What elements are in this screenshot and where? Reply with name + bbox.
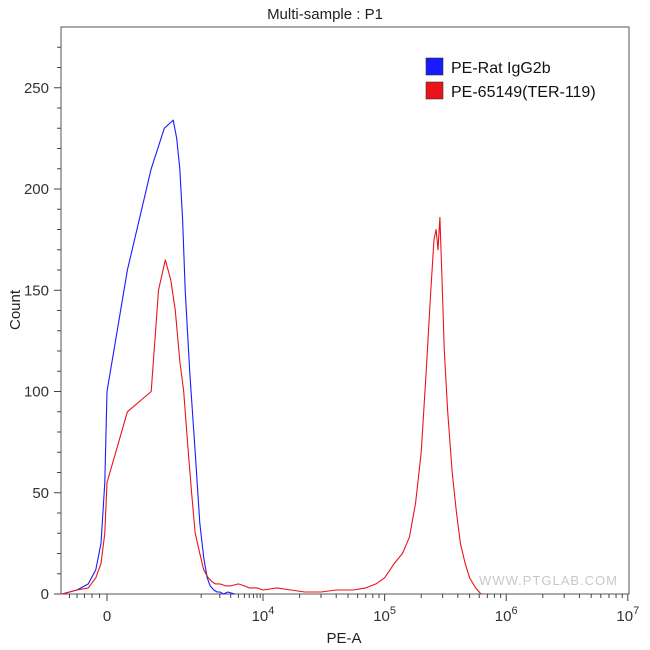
legend-swatch-isotype bbox=[425, 57, 444, 76]
x-axis: 0 104 105 106 107 bbox=[69, 594, 639, 625]
legend-label-isotype: PE-Rat IgG2b bbox=[451, 60, 551, 77]
x-axis-label: PE-A bbox=[326, 630, 361, 647]
y-tick-label: 50 bbox=[32, 485, 49, 502]
series-layer bbox=[61, 119, 482, 595]
series-line-ter119 bbox=[61, 216, 482, 595]
y-tick-label: 250 bbox=[24, 80, 49, 97]
y-tick-label: 150 bbox=[24, 282, 49, 299]
legend: PE-Rat IgG2b PE-65149(TER-119) bbox=[425, 57, 596, 101]
plot-frame bbox=[60, 26, 630, 595]
x-tick-label: 105 bbox=[373, 605, 396, 625]
legend-item-isotype: PE-Rat IgG2b bbox=[425, 57, 551, 77]
x-tick-label: 106 bbox=[495, 605, 518, 625]
legend-label-ter119: PE-65149(TER-119) bbox=[451, 84, 596, 101]
y-tick-label: 200 bbox=[24, 181, 49, 198]
watermark-text: WWW.PTGLAB.COM bbox=[479, 573, 618, 588]
chart-title: Multi-sample : P1 bbox=[267, 6, 383, 23]
x-tick-label: 0 bbox=[103, 608, 111, 625]
y-tick-label: 0 bbox=[41, 586, 49, 603]
y-tick-label: 100 bbox=[24, 384, 49, 401]
x-tick-label: 104 bbox=[252, 605, 275, 625]
legend-swatch-ter119 bbox=[425, 81, 444, 100]
legend-item-ter119: PE-65149(TER-119) bbox=[425, 81, 596, 101]
series-line-isotype bbox=[61, 119, 235, 595]
y-axis-label: Count bbox=[7, 289, 24, 330]
y-axis: 0 50 100 150 200 250 bbox=[24, 46, 61, 603]
x-tick-label: 107 bbox=[616, 605, 639, 625]
